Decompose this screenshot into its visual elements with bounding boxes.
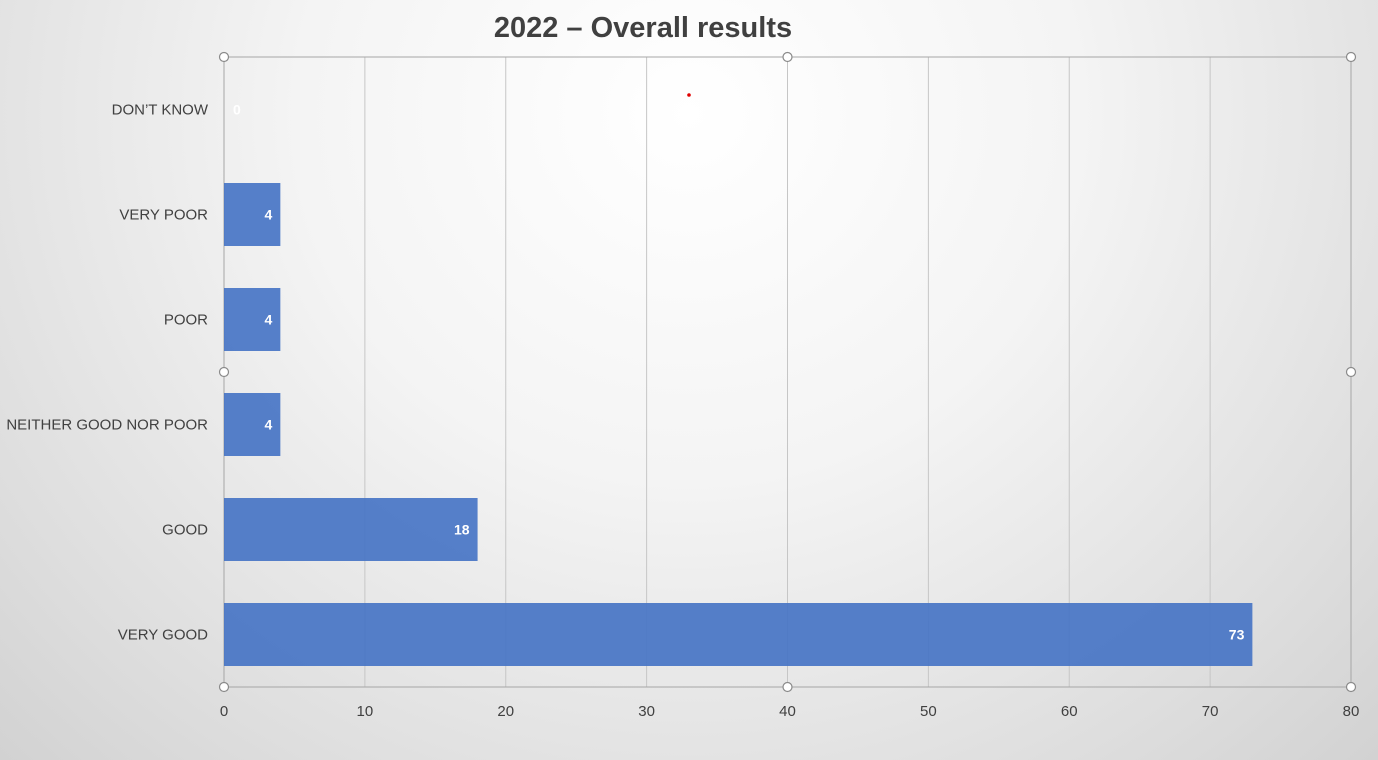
bar[interactable] xyxy=(224,498,478,561)
category-labels: DON’T KNOW VERY POOR POOR NEITHER GOOD NOR … xyxy=(6,102,209,644)
category-label: DON’T KNOW xyxy=(112,102,209,119)
resize-handle[interactable] xyxy=(218,366,230,378)
data-label: 4 xyxy=(265,312,273,328)
selection-handles xyxy=(218,51,1357,693)
bar[interactable] xyxy=(224,183,281,246)
tick-labels: 0 10 20 30 40 50 60 70 80 xyxy=(220,703,1360,720)
resize-handle[interactable] xyxy=(782,681,793,693)
bar[interactable] xyxy=(224,603,1253,666)
data-label: 73 xyxy=(1229,627,1245,643)
x-tick-label: 50 xyxy=(920,703,937,720)
category-label: NEITHER GOOD NOR POOR xyxy=(6,417,208,434)
x-tick-label: 70 xyxy=(1202,703,1219,720)
bar[interactable] xyxy=(224,393,281,456)
bars: 0 4 4 4 18 73 xyxy=(224,102,1253,666)
x-tick-label: 0 xyxy=(220,703,228,720)
resize-handle[interactable] xyxy=(1345,51,1357,63)
x-tick-label: 40 xyxy=(779,703,796,720)
x-tick-label: 80 xyxy=(1343,703,1360,720)
data-label: 4 xyxy=(265,417,273,433)
data-label: 0 xyxy=(233,102,241,118)
resize-handle[interactable] xyxy=(218,51,230,63)
category-label: POOR xyxy=(164,312,208,329)
data-label: 18 xyxy=(454,522,470,538)
x-tick-label: 10 xyxy=(357,703,374,720)
resize-handle[interactable] xyxy=(218,681,230,693)
gridlines xyxy=(223,56,1352,688)
data-label: 4 xyxy=(265,207,273,223)
resize-handle[interactable] xyxy=(1345,366,1357,378)
category-label: GOOD xyxy=(162,522,208,539)
category-label: VERY POOR xyxy=(119,207,208,224)
category-label: VERY GOOD xyxy=(118,627,208,644)
x-tick-label: 30 xyxy=(638,703,655,720)
cursor-dot xyxy=(687,93,691,97)
resize-handle[interactable] xyxy=(782,51,793,63)
bar[interactable] xyxy=(224,288,281,351)
x-tick-label: 60 xyxy=(1061,703,1078,720)
resize-handle[interactable] xyxy=(1345,681,1357,693)
x-tick-label: 20 xyxy=(497,703,514,720)
chart-title: 2022 – Overall results xyxy=(493,12,793,44)
